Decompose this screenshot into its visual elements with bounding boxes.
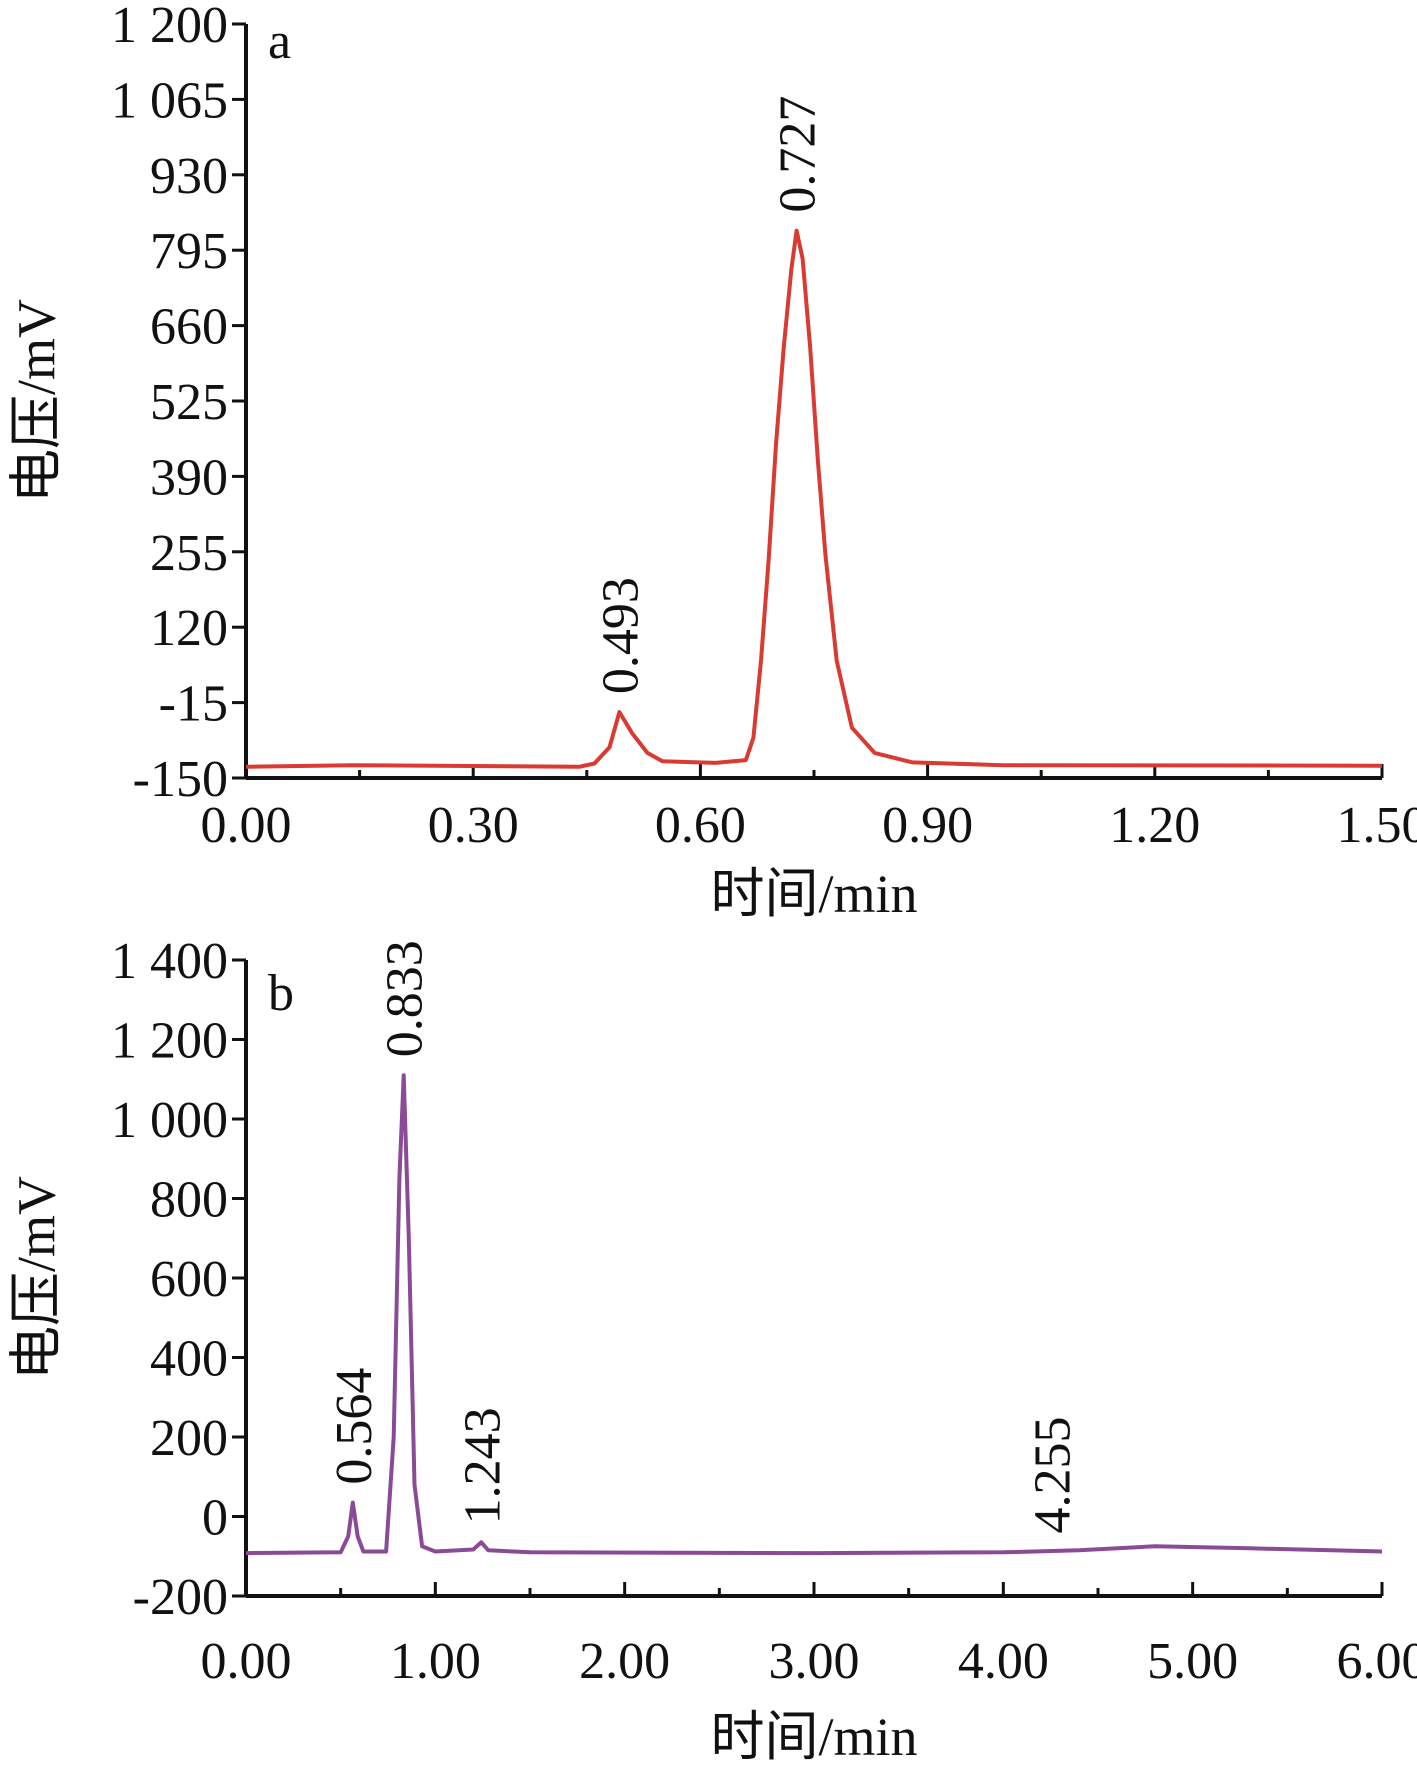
panel-a-x-tick-label: 0.90 [882, 797, 973, 854]
panel-b-y-tick-label: 1 200 [111, 1013, 228, 1070]
panel-a-y-tick-label: 930 [150, 148, 228, 205]
panel-b-peak-label: 4.255 [1025, 1416, 1082, 1533]
panel-b-x-tick-label: 3.00 [769, 1633, 860, 1690]
panel-a-y-tick-label: 390 [150, 449, 228, 506]
panel-b-y-tick-label: 200 [150, 1410, 228, 1467]
panel-b-y-tick-label: 1 400 [111, 933, 228, 990]
panel-b-x-tick-label: 1.00 [390, 1633, 481, 1690]
panel-b-x-tick-label: 0.00 [201, 1633, 292, 1690]
panel-a-y-tick-label: 120 [150, 600, 228, 657]
panel-a: -150 -15 120 255 390 525 660 795 930 1 065 1 200 0.… [6, 0, 1417, 924]
panel-b: -200 0 200 400 600 800 1 000 1 200 1 400 0.00 1.00… [6, 933, 1417, 1767]
panel-b-x-tick-label: 6.00 [1337, 1633, 1417, 1690]
panel-a-x-tick-label: 1.50 [1337, 797, 1417, 854]
panel-b-peak-label: 0.833 [377, 940, 434, 1057]
panel-b-x-tick-label: 2.00 [579, 1633, 670, 1690]
panel-a-series-line [245, 228, 1383, 769]
panel-b-x-axis-label: 时间/min [710, 1707, 917, 1767]
panel-b-peak-label: 1.243 [454, 1407, 511, 1524]
panel-a-peak-label: 0.727 [770, 96, 827, 213]
panel-a-peak-label: 0.493 [592, 577, 649, 694]
panel-b-y-tick-label: 0 [202, 1490, 228, 1547]
panel-a-y-tick-label: -150 [133, 751, 228, 808]
panel-a-x-axis-label: 时间/min [710, 864, 917, 924]
panel-a-letter: a [268, 13, 291, 70]
panel-a-y-tick-label: 660 [150, 299, 228, 356]
panel-b-y-tick-label: 1 000 [111, 1092, 228, 1149]
panel-a-x-tick-label: 0.60 [655, 797, 746, 854]
panel-b-y-tick-label: -200 [133, 1569, 228, 1626]
panel-a-y-tick-label: -15 [159, 676, 228, 733]
panel-a-x-tick-label: 0.00 [201, 797, 292, 854]
panel-a-x-tick-label: 1.20 [1109, 797, 1200, 854]
panel-b-x-tick-label: 4.00 [958, 1633, 1049, 1690]
panel-a-y-tick-label: 255 [150, 525, 228, 582]
panel-b-letter: b [268, 965, 294, 1022]
panel-b-y-tick-label: 400 [150, 1331, 228, 1388]
panel-b-series-line [245, 1073, 1383, 1556]
panel-b-y-axis-label: 电压/mV [6, 1176, 66, 1380]
panel-a-x-tick-label: 0.30 [428, 797, 519, 854]
panel-b-y-tick-label: 600 [150, 1251, 228, 1308]
panel-a-y-axis-label: 电压/mV [6, 299, 66, 503]
panel-b-y-tick-label: 800 [150, 1172, 228, 1229]
panel-a-y-tick-label: 1 065 [111, 72, 228, 129]
panel-b-x-tick-label: 5.00 [1147, 1633, 1238, 1690]
panel-b-peak-label: 0.564 [326, 1368, 383, 1485]
panel-a-y-tick-label: 1 200 [111, 0, 228, 54]
panel-a-y-tick-label: 525 [150, 374, 228, 431]
panel-a-y-tick-label: 795 [150, 223, 228, 280]
